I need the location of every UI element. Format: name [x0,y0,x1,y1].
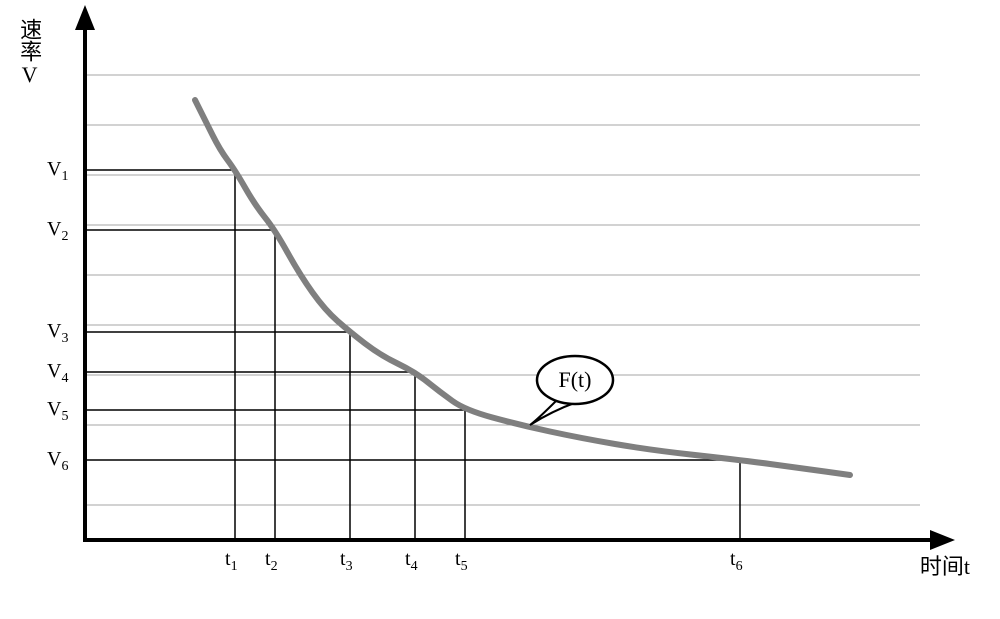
x-tick-label: t3 [340,548,353,575]
x-tick-label: t1 [225,548,238,575]
rate-vs-time-chart: F(t) 速率V 时间t V1 V2 V3 V4 V5 V6 t1 t2 t3 t4 t5 t6 [0,0,1000,619]
y-tick-label: V5 [47,398,68,425]
y-tick-label: V2 [47,218,68,245]
x-tick-label: t6 [730,548,743,575]
x-tick-label: t4 [405,548,418,575]
y-tick-label: V6 [47,448,68,475]
x-tick-label: t5 [455,548,468,575]
y-axis-label: 速率V [18,18,41,87]
callout-label: F(t) [559,367,592,392]
chart-canvas: F(t) [0,0,1000,619]
y-tick-label: V3 [47,320,68,347]
y-tick-label: V4 [47,360,68,387]
y-tick-label: V1 [47,158,68,185]
x-axis-label: 时间t [920,549,970,581]
x-tick-label: t2 [265,548,278,575]
